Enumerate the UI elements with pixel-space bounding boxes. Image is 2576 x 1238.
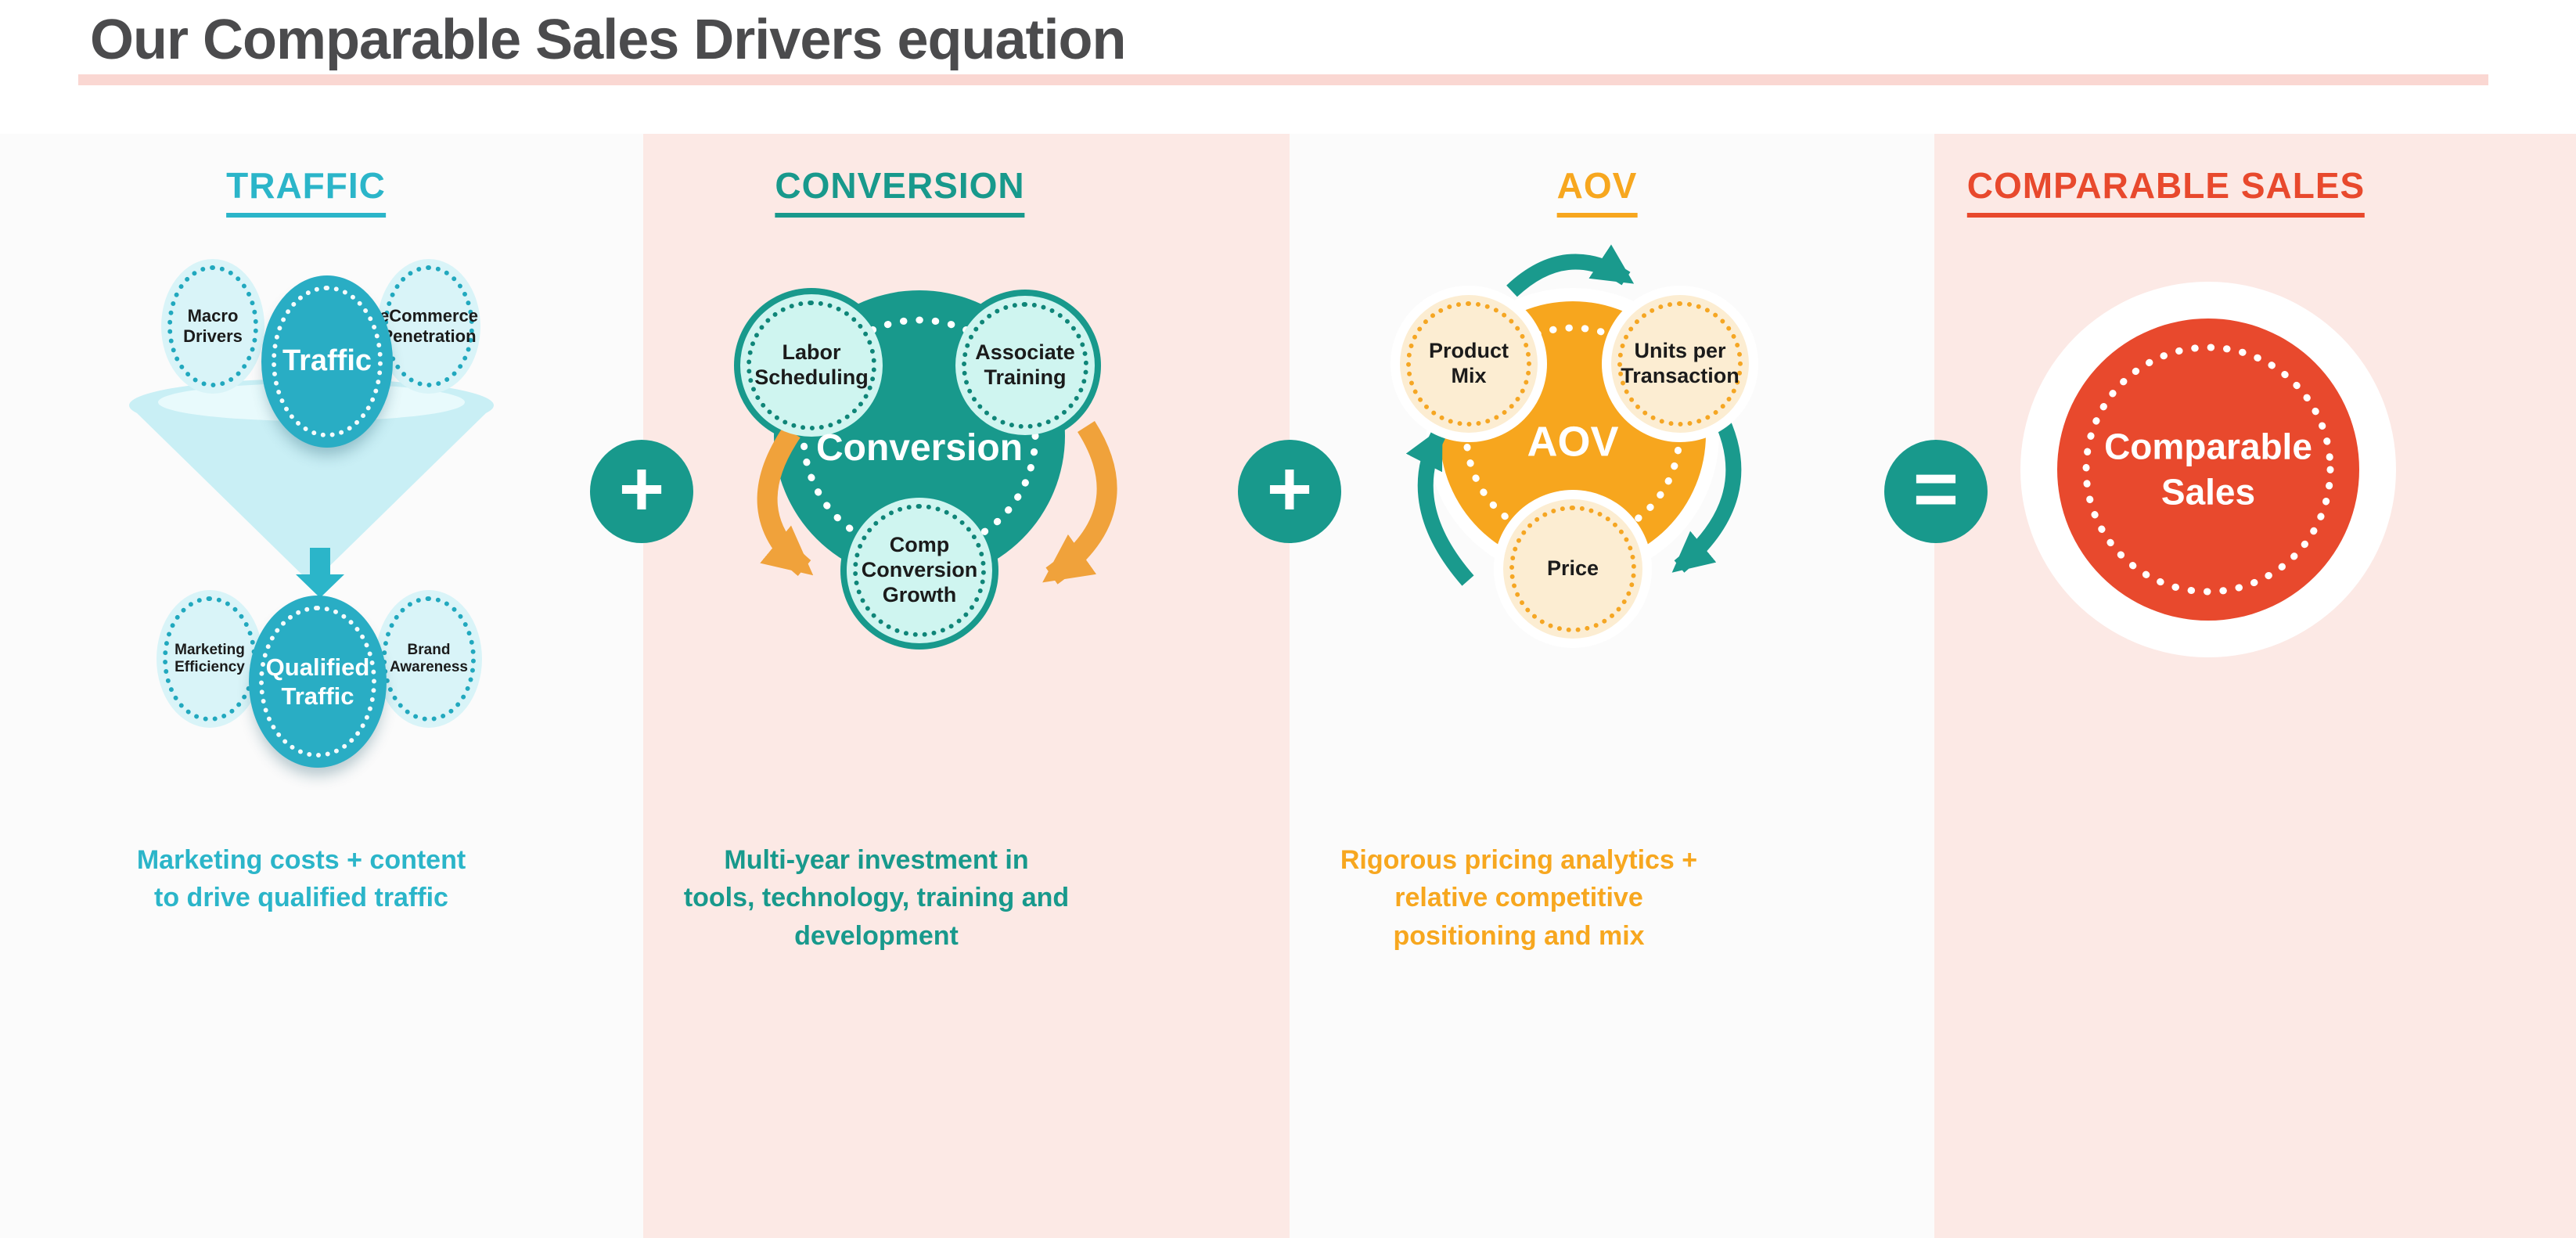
qualified-traffic-circle: Qualified Traffic: [249, 596, 387, 768]
caption-traffic: Marketing costs + content to drive quali…: [136, 845, 466, 913]
satellite-label: Marketing Efficiency: [174, 641, 245, 675]
dotted-ring: [800, 316, 1039, 556]
satellite-label: Macro Drivers: [183, 306, 243, 346]
satellite-labor-scheduling: Labor Scheduling: [740, 294, 883, 437]
header-aov: AOV: [1556, 164, 1638, 218]
dotted-ring: [1462, 324, 1683, 545]
dotted-ring: [2082, 344, 2334, 596]
plus-operator-1: +: [590, 440, 693, 543]
satellite-comp-conversion-growth: Comp Conversion Growth: [847, 498, 992, 643]
satellite-label: eCommerce Penetration: [380, 306, 478, 346]
comparable-sales-circle: [2020, 282, 2396, 657]
satellite-associate-training: Associate Training: [955, 296, 1095, 435]
satellite-macro-drivers: Macro Drivers: [161, 259, 264, 394]
cycle-arrow-right-icon: [1042, 421, 1117, 585]
plus-icon: +: [1266, 445, 1313, 533]
equals-icon: =: [1912, 445, 1959, 533]
header-comparable-sales: COMPARABLE SALES: [1966, 164, 2366, 218]
satellite-price: Price: [1503, 499, 1642, 639]
page-title: Our Comparable Sales Drivers equation: [90, 9, 1126, 71]
aov-cycle-arrow-right-icon: [1671, 409, 1742, 573]
traffic-center-circle: Traffic: [261, 275, 393, 448]
satellite-units-per-transaction: Units per Transaction: [1611, 295, 1749, 433]
aov-center-label: AOV: [1527, 418, 1619, 466]
satellite-label: Labor Scheduling: [754, 340, 869, 389]
comparable-sales-center-label: Comparable Sales: [2104, 426, 2312, 513]
aov-cycle-arrow-top-icon: [1506, 244, 1635, 297]
circle-label: Traffic: [282, 344, 372, 378]
satellite-label: Associate Training: [975, 340, 1075, 389]
header-traffic: TRAFFIC: [226, 164, 386, 218]
conversion-center-label: Conversion: [815, 427, 1024, 469]
equals-operator: =: [1884, 440, 1988, 543]
title-underline-bar: [78, 74, 2488, 85]
aov-cycle-arrow-left-icon: [1405, 426, 1474, 586]
satellite-label: Product Mix: [1428, 339, 1509, 387]
satellite-ecommerce-penetration: eCommerce Penetration: [377, 259, 480, 394]
header-conversion: CONVERSION: [775, 164, 1025, 218]
satellite-marketing-efficiency: Marketing Efficiency: [157, 590, 263, 728]
satellite-brand-awareness: Brand Awareness: [376, 590, 482, 728]
down-arrow-icon: [296, 548, 344, 598]
circle-label: Qualified Traffic: [265, 653, 370, 710]
cycle-arrow-left-icon: [757, 426, 814, 577]
satellite-label: Brand Awareness: [390, 641, 468, 675]
plus-icon: +: [618, 445, 665, 533]
satellite-label: Comp Conversion Growth: [861, 533, 978, 606]
satellite-label: Price: [1546, 556, 1599, 581]
caption-conversion: Multi-year investment in tools, technolo…: [683, 845, 1070, 951]
satellite-label: Units per Transaction: [1621, 339, 1740, 387]
caption-aov: Rigorous pricing analytics + relative co…: [1340, 845, 1698, 951]
satellite-product-mix: Product Mix: [1400, 295, 1538, 433]
plus-operator-2: +: [1238, 440, 1341, 543]
